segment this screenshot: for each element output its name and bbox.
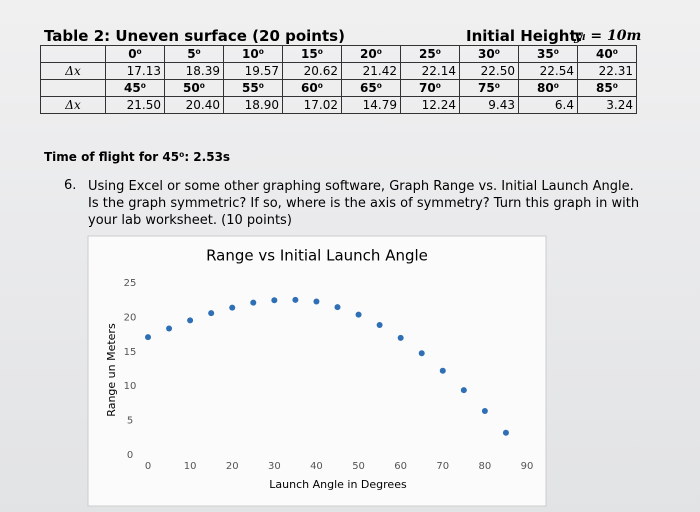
table-cell: 22.14	[400, 62, 460, 80]
chart-title: Range vs Initial Launch Angle	[206, 247, 428, 265]
table-cell: 9.43	[459, 96, 519, 114]
point	[418, 350, 425, 357]
y-tick-label: 5	[127, 416, 133, 427]
point	[313, 298, 320, 305]
point	[376, 321, 383, 328]
point	[271, 297, 278, 304]
header-cell: 50⁰	[164, 79, 224, 97]
x-tick-label: 10	[184, 461, 197, 472]
point	[208, 310, 215, 317]
point	[439, 367, 446, 374]
data-table: 0⁰ 5⁰ 10⁰ 15⁰ 20⁰ 25⁰ 30⁰ 35⁰ 40⁰ Δx 17.13 18.39 19.…	[40, 45, 637, 114]
table-cell: 18.90	[223, 96, 283, 114]
point	[334, 304, 341, 311]
point	[292, 296, 299, 303]
table-cell: 20.62	[282, 62, 342, 80]
table-cell: 6.4	[518, 96, 578, 114]
x-tick-label: 50	[352, 461, 365, 472]
x-tick-label: 30	[268, 461, 281, 472]
y-tick-label: 10	[124, 381, 137, 392]
x-tick-label: 80	[479, 461, 492, 472]
x-tick-label: 70	[436, 461, 449, 472]
point	[502, 429, 509, 436]
x-tick-label: 40	[310, 461, 323, 472]
y-tick-label: 0	[127, 450, 133, 461]
point	[460, 387, 467, 394]
x-tick-label: 20	[226, 461, 239, 472]
point	[229, 304, 236, 311]
point	[250, 299, 257, 306]
chart-area	[87, 235, 547, 507]
x-axis-label: Launch Angle in Degrees	[269, 478, 407, 491]
table-cell: 21.42	[341, 62, 401, 80]
x-tick-label: 60	[394, 461, 407, 472]
point	[166, 325, 173, 332]
table-cell: 12.24	[400, 96, 460, 114]
question-number: 6.	[64, 178, 77, 193]
y-tick-label: 15	[124, 347, 137, 358]
point	[481, 407, 488, 414]
header-cell: 40⁰	[577, 45, 637, 63]
y-tick-label: 20	[124, 312, 137, 323]
time-of-flight: Time of flight for 45⁰: 2.53s	[44, 150, 231, 164]
question-text: Using Excel or some other graphing softw…	[88, 179, 640, 228]
y-axis-label: Range un Meters	[105, 323, 118, 417]
height-label: Initial Height:	[466, 27, 583, 45]
table-title: Table 2: Uneven surface (20 points)	[44, 27, 345, 45]
table-cell: 21.50	[105, 96, 165, 114]
point	[355, 311, 362, 318]
height-value: yᵢ = 10m	[574, 28, 642, 44]
table-cell: 3.24	[577, 96, 637, 114]
table-cell: 14.79	[341, 96, 401, 114]
y-tick-label: 25	[124, 278, 137, 289]
x-tick-label: 0	[145, 461, 151, 472]
table-row: Δx 21.50 20.40 18.90 17.02 14.79 12.24 9.43 6.4 3…	[40, 96, 637, 114]
x-tick-label: 90	[521, 461, 534, 472]
point	[397, 334, 404, 341]
point	[187, 317, 194, 324]
point	[145, 334, 151, 341]
